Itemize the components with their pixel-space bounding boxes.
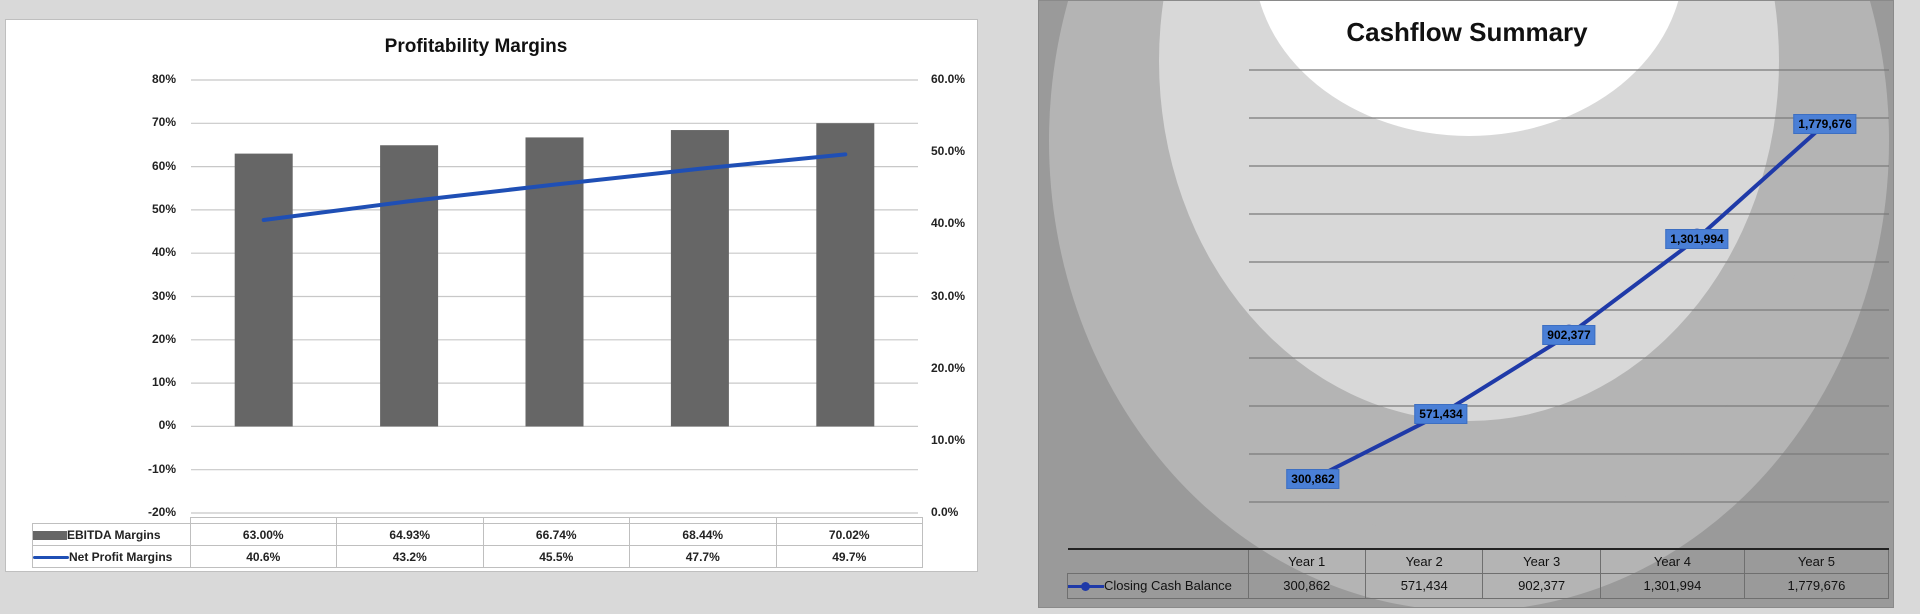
right-axis-tick: 20.0% — [931, 360, 966, 375]
left-axis-tick: 70% — [151, 115, 176, 130]
data-table: Year 1 Year 2 Year 3 Year 4 Year 5 Closi… — [1067, 548, 1890, 599]
table-row: EBITDA Margins 63.00% 64.93% 66.74% 68.4… — [32, 523, 923, 546]
left-axis-tick: 80% — [151, 72, 176, 86]
left-axis-tick: 50% — [151, 201, 176, 216]
right-axis-tick: 40.0% — [931, 216, 966, 231]
cashflow-summary-chart[interactable]: Cashflow Summary 300,862 571,434 902,377 1,… — [1038, 0, 1894, 608]
chart-title: Profitability Margins — [384, 36, 568, 57]
ebitda-bar[interactable] — [816, 123, 875, 427]
left-axis-tick: -20% — [147, 505, 176, 519]
line-swatch-icon — [33, 555, 69, 559]
left-axis-tick: 40% — [151, 245, 176, 260]
chart-title: Cashflow Summary — [1346, 17, 1588, 47]
left-axis-tick: 0% — [158, 418, 176, 433]
data-label: 571,434 — [1414, 404, 1468, 425]
left-axis-tick: 30% — [151, 288, 176, 303]
data-label: 1,779,676 — [1793, 114, 1857, 134]
right-axis-tick: 0.0% — [931, 505, 959, 519]
ebitda-bar[interactable] — [380, 145, 439, 427]
profitability-margins-chart[interactable]: Profitability Margins 80% 70% 60% 50% 40% 30%… — [5, 19, 978, 572]
chart-background — [1039, 1, 1893, 607]
right-axis-tick: 30.0% — [931, 288, 966, 303]
right-axis-tick: 60.0% — [931, 72, 966, 86]
table-row: Net Profit Margins 40.6% 43.2% 45.5% 47.… — [32, 545, 923, 568]
data-label: 902,377 — [1542, 324, 1596, 345]
left-axis-tick: -10% — [147, 461, 176, 476]
data-table: EBITDA Margins 63.00% 64.93% 66.74% 68.4… — [32, 517, 923, 568]
legend-ebitda: EBITDA Margins — [32, 523, 191, 546]
legend-net-profit: Net Profit Margins — [32, 545, 191, 568]
ebitda-bar[interactable] — [670, 130, 729, 427]
legend-closing-cash: Closing Cash Balance — [1067, 572, 1249, 599]
bar-swatch-icon — [33, 530, 67, 540]
right-axis-tick: 50.0% — [931, 144, 966, 159]
left-axis-tick: 20% — [151, 331, 176, 346]
plot-area — [191, 79, 918, 514]
line-marker-swatch-icon — [1068, 582, 1104, 592]
data-label: 1,301,994 — [1665, 228, 1729, 249]
right-axis-tick: 10.0% — [931, 432, 966, 447]
data-label: 300,862 — [1286, 469, 1340, 489]
left-axis-tick: 60% — [151, 158, 176, 173]
table-row: Closing Cash Balance 300,862 571,434 902… — [1067, 572, 1890, 599]
left-axis-tick: 10% — [151, 375, 176, 390]
ebitda-bar[interactable] — [234, 153, 293, 427]
